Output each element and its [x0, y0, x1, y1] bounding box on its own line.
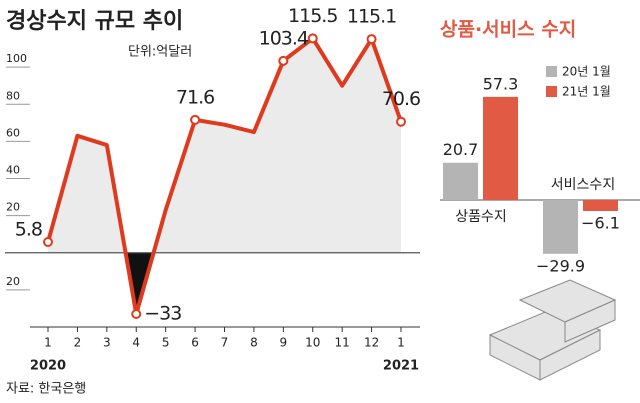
line	[46, 36, 403, 317]
point	[396, 116, 406, 127]
y-tick-label: 80	[6, 89, 20, 102]
data-label: −6.1	[581, 213, 620, 232]
area-negative	[125, 253, 154, 315]
category-label: 상품수지	[455, 209, 507, 225]
chart-title: 경상수지 규모 추이	[6, 9, 183, 34]
x-tick-label: 5	[162, 336, 170, 350]
category-label: 서비스수지	[551, 177, 615, 193]
x-tick-label: 1	[44, 336, 52, 350]
data-label: −29.9	[536, 256, 585, 275]
x-tick-label: 12	[364, 336, 379, 350]
y-tick-label: 40	[6, 164, 20, 177]
chart-title: 상품·서비스 수지	[440, 19, 576, 41]
legend-swatch	[546, 86, 557, 97]
bar	[543, 200, 578, 254]
x-tick-label: 6	[191, 336, 199, 350]
data-label: 20.7	[443, 140, 479, 159]
data-label: −33	[144, 303, 181, 325]
area-positive	[48, 38, 401, 253]
point	[366, 34, 377, 45]
point	[307, 33, 318, 44]
x-tick-label: 8	[250, 336, 258, 350]
legend-swatch	[546, 66, 557, 77]
y-tick-label: 100	[6, 52, 27, 65]
bar	[583, 200, 618, 211]
point	[43, 236, 53, 247]
data-label: 57.3	[483, 74, 519, 93]
data-label: 115.1	[347, 6, 396, 28]
data-label: 103.4	[259, 27, 309, 49]
x-tick-label: 1	[397, 336, 405, 350]
point	[190, 114, 201, 125]
x-tick-label: 9	[280, 336, 288, 350]
year-label: 2020	[30, 359, 66, 374]
y-tick-label: 20	[6, 201, 20, 214]
data-label: 115.5	[288, 5, 337, 27]
bar	[483, 96, 518, 200]
x-tick-label: 10	[305, 336, 320, 350]
point	[131, 309, 142, 320]
x-tick-label: 4	[132, 336, 140, 350]
money-icon	[488, 279, 617, 381]
y-tick-label: 60	[6, 126, 20, 139]
x-tick-label: 2	[74, 336, 82, 350]
source: 자료: 한국은행	[6, 381, 86, 397]
x-tick-label: 3	[103, 336, 111, 350]
legend-label: 21년 1월	[562, 85, 611, 99]
x-tick-label: 7	[221, 336, 229, 350]
legend-label: 20년 1월	[562, 65, 611, 79]
data-label: 71.6	[176, 86, 214, 108]
x-tick-label: 11	[335, 336, 350, 350]
unit: 단위:억달러	[128, 45, 192, 60]
data-label: 5.8	[15, 218, 42, 240]
year-label: 2021	[383, 359, 419, 374]
bar	[443, 162, 478, 200]
data-label: 70.6	[382, 88, 420, 110]
point	[278, 55, 289, 66]
y-tick-label: 20	[6, 275, 20, 288]
